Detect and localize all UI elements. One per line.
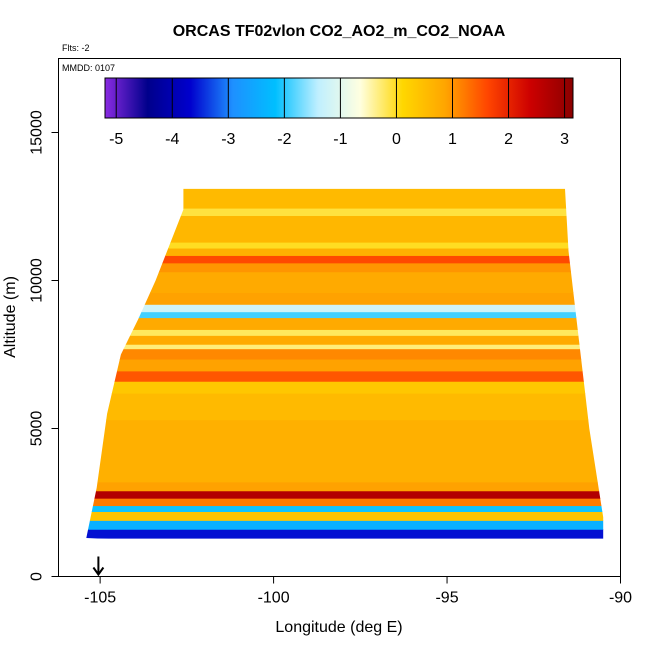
colorbar-tick-label-2: -3 bbox=[221, 131, 235, 148]
heatmap-band-16 bbox=[86, 317, 604, 330]
colorbar-tick-label-8: 3 bbox=[560, 131, 569, 148]
heatmap-band-13 bbox=[86, 344, 604, 350]
colorbar-tick-label-6: 1 bbox=[448, 131, 457, 148]
heatmap-band-9 bbox=[86, 381, 604, 394]
heatmap-band-10 bbox=[86, 370, 604, 382]
heatmap-band-23 bbox=[86, 247, 604, 256]
y-tick-label-0: 0 bbox=[29, 572, 46, 581]
colorbar-tick-label-5: 0 bbox=[392, 131, 401, 148]
heatmap-band-18 bbox=[86, 304, 604, 313]
y-axis-label: Altitude (m) bbox=[2, 276, 19, 358]
x-tick-label-3: -90 bbox=[609, 590, 632, 607]
chart-title: ORCAS TF02vlon CO2_AO2_m_CO2_NOAA bbox=[173, 23, 506, 40]
heatmap-band-21 bbox=[86, 262, 604, 273]
date-annotation: MMDD: 0107 bbox=[62, 63, 115, 73]
x-axis-label: Longitude (deg E) bbox=[275, 619, 402, 636]
heatmap-band-3 bbox=[86, 505, 604, 512]
heatmap-band-26 bbox=[86, 207, 604, 216]
heatmap-band-25 bbox=[86, 215, 604, 243]
y-tick-label-2: 10000 bbox=[29, 258, 46, 303]
heatmap-band-19 bbox=[86, 292, 604, 305]
arrow-marker-head bbox=[92, 566, 105, 577]
x-tick-label-0: -105 bbox=[84, 590, 116, 607]
y-tick-label-1: 5000 bbox=[29, 411, 46, 447]
colorbar-tick-label-7: 2 bbox=[504, 131, 513, 148]
flights-annotation: Flts: -2 bbox=[62, 43, 90, 53]
axes: -105 -100 -95 -90 0 5000 10000 15000 bbox=[29, 110, 633, 606]
colorbar-gradient bbox=[104, 77, 574, 119]
plot-area-frame bbox=[58, 58, 621, 577]
colorbar-tick-label-4: -1 bbox=[333, 131, 347, 148]
heatmap-band-8 bbox=[86, 392, 604, 421]
heatmap-band-15 bbox=[86, 329, 604, 336]
colorbar-tick-label-3: -2 bbox=[277, 131, 291, 148]
x-tick-label-1: -100 bbox=[258, 590, 290, 607]
heatmap-band-2 bbox=[86, 511, 604, 521]
colorbar: -5 -4 -3 -2 -1 0 1 2 3 bbox=[104, 77, 574, 148]
heatmap-band-0 bbox=[86, 529, 604, 539]
y-tick-label-3: 15000 bbox=[29, 110, 46, 155]
colorbar-tick-label-1: -4 bbox=[165, 131, 179, 148]
colorbar-tick-label-0: -5 bbox=[109, 131, 123, 148]
x-tick-label-2: -95 bbox=[435, 590, 458, 607]
heatmap-band-4 bbox=[86, 498, 604, 507]
heatmap-bands bbox=[86, 188, 604, 539]
heatmap-band-1 bbox=[86, 520, 604, 530]
heatmap-band-24 bbox=[86, 242, 604, 249]
heatmap-band-14 bbox=[86, 335, 604, 345]
heatmap-band-7 bbox=[86, 419, 604, 483]
heatmap-band-20 bbox=[86, 271, 604, 293]
heatmap-band-27 bbox=[86, 188, 604, 209]
heatmap-band-12 bbox=[86, 348, 604, 360]
heatmap-band-22 bbox=[86, 255, 604, 264]
heatmap-band-6 bbox=[86, 481, 604, 492]
heatmap-band-11 bbox=[86, 358, 604, 372]
heatmap-band-17 bbox=[86, 311, 604, 319]
heatmap-band-5 bbox=[86, 490, 604, 499]
